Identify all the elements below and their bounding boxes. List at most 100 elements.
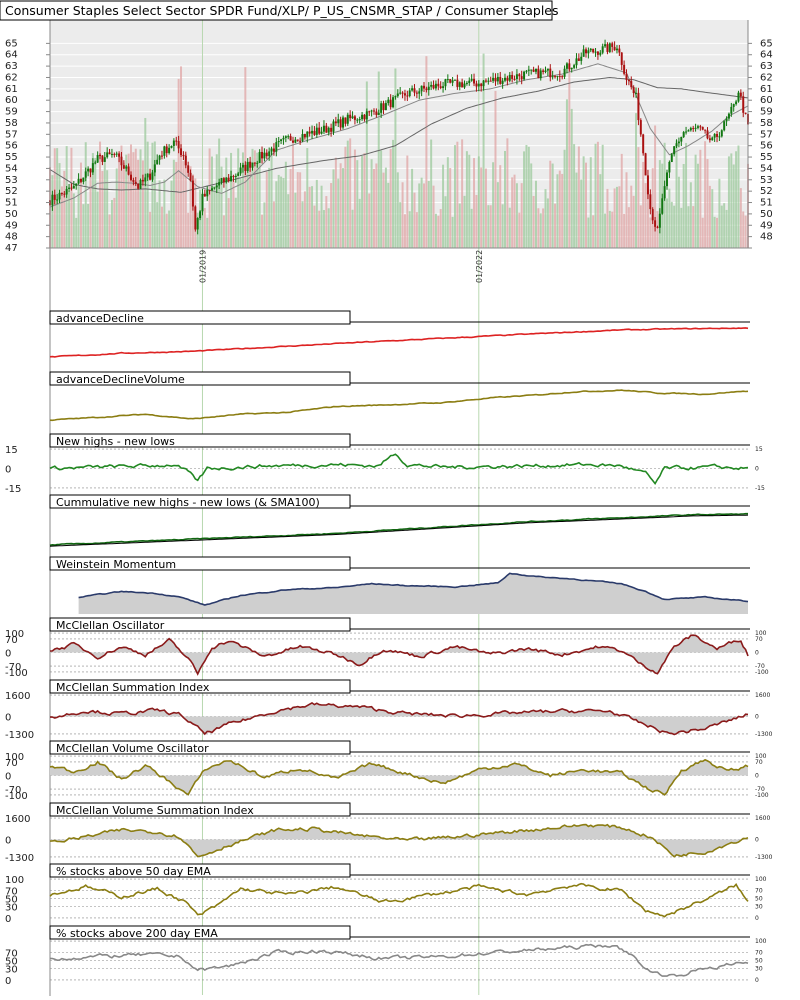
volume-bar [699, 149, 702, 248]
price-candle-body [473, 78, 476, 84]
volume-bar [554, 203, 557, 248]
volume-bar [513, 174, 516, 248]
price-candle-body [575, 58, 578, 66]
price-candle-body [666, 172, 669, 187]
price-candle-body [504, 77, 507, 81]
price-candle-body [68, 187, 71, 189]
price-candle-body [499, 76, 502, 84]
volume-bar [70, 147, 73, 248]
price-candle-body [477, 83, 480, 87]
volume-bar [463, 195, 466, 248]
price-candle-body [137, 183, 140, 189]
price-candle-body [72, 185, 75, 189]
volume-bar [129, 144, 132, 248]
volume-bar [742, 211, 745, 248]
price-candle-body [496, 76, 499, 82]
volume-bar [737, 145, 740, 248]
price-candle-body [253, 162, 256, 164]
volume-bar [585, 162, 588, 248]
price-candle-body [437, 83, 440, 87]
volume-bar [268, 167, 271, 248]
price-candle-body [196, 218, 199, 230]
price-candle-body [149, 173, 152, 180]
panel-series-fill [50, 702, 748, 735]
volume-bar [234, 197, 237, 248]
price-candle-body [680, 136, 683, 142]
price-candle-body [420, 85, 423, 92]
volume-bar [127, 153, 130, 248]
volume-bar [332, 169, 335, 248]
price-candle-body [577, 58, 580, 61]
volume-bar [282, 178, 285, 248]
volume-bar [244, 67, 247, 248]
panel-title-frame [49, 371, 351, 386]
volume-bar [351, 209, 354, 248]
volume-bar [60, 186, 63, 248]
volume-bar [487, 205, 490, 248]
panel-tick-right: 0 [755, 773, 759, 780]
price-candle-body [453, 79, 456, 81]
volume-bar [501, 204, 504, 248]
price-candle-body [720, 130, 723, 137]
price-candle-body [60, 192, 63, 194]
volume-bar [253, 150, 256, 248]
price-candle-body [484, 80, 487, 82]
price-candle-body [613, 46, 616, 51]
price-candle-body [82, 177, 85, 182]
price-candle-body [351, 116, 354, 119]
price-candle-body [434, 83, 437, 89]
volume-bar [639, 205, 642, 248]
price-candle-body [222, 178, 225, 183]
price-candle-body [565, 63, 568, 69]
volume-bar [306, 148, 309, 248]
volume-bar [158, 180, 161, 248]
price-candle-body [263, 152, 266, 159]
volume-bar [256, 152, 259, 248]
panel-tick-right: 30 [755, 965, 763, 972]
panel-tick-right: 0 [755, 977, 759, 984]
price-candle-body [129, 174, 132, 180]
price-candle-body [106, 152, 109, 158]
volume-bar [311, 186, 314, 248]
panel-series-line [49, 882, 749, 918]
panel-sma-line [49, 514, 749, 547]
price-tick-right: 60 [760, 95, 773, 106]
price-candle-body [356, 119, 359, 121]
panel-tick-right: 0 [755, 466, 759, 473]
volume-bar [520, 183, 523, 248]
price-candle-body [411, 88, 414, 91]
price-candle-body [511, 74, 514, 79]
volume-bar [696, 163, 699, 248]
panel-series-fill [78, 573, 749, 614]
volume-bar [137, 159, 140, 248]
price-candle-body [110, 153, 113, 155]
volume-bar [739, 188, 742, 248]
price-candle-body [358, 119, 361, 121]
price-candle-body [265, 152, 268, 157]
volume-bar [718, 178, 721, 248]
price-candle-body [461, 82, 464, 88]
price-candle-body [318, 127, 321, 134]
volume-bar [79, 162, 82, 248]
volume-bar [187, 212, 190, 248]
volume-bar [387, 182, 390, 248]
volume-bar [101, 170, 104, 248]
volume-bar [499, 165, 502, 248]
price-tick-right: 48 [760, 232, 773, 243]
date-tick-label: 01/2019 [198, 250, 207, 283]
volume-bar [63, 170, 66, 248]
panel-tick-left: 70 [5, 635, 18, 646]
panel-title: McClellan Volume Oscillator [56, 742, 209, 755]
volume-bar [596, 141, 599, 248]
volume-bar [320, 185, 323, 248]
price-candle-body [158, 155, 161, 160]
panel-tick-right: 100 [755, 753, 767, 760]
volume-bar [587, 217, 590, 248]
price-candle-body [580, 56, 583, 61]
panel-tick-left: 50 [5, 895, 18, 906]
price-candle-body [585, 49, 588, 54]
volume-bar [701, 217, 704, 248]
volume-bar [353, 149, 356, 248]
volume-bar [413, 192, 416, 248]
price-candle-body [203, 193, 206, 197]
